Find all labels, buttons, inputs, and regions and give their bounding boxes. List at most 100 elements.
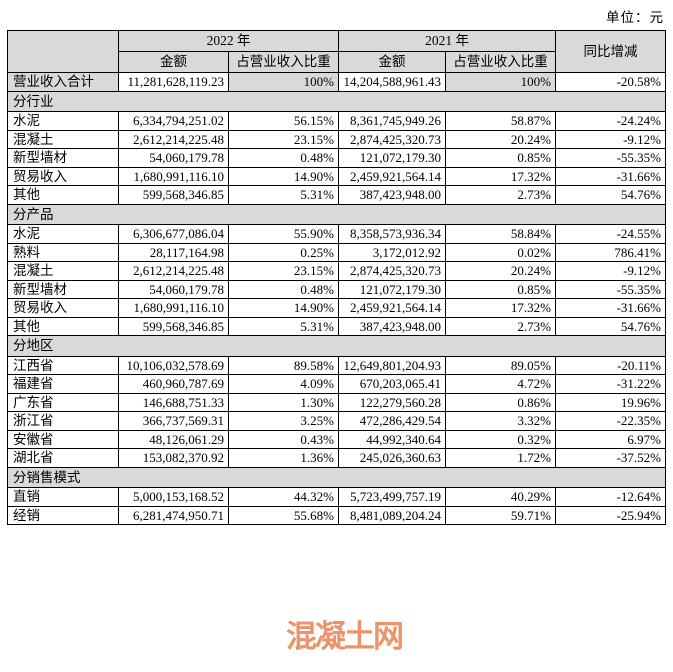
yoy-change: -20.58% (555, 72, 666, 92)
amount-2021: 3,172,012.92 (338, 242, 446, 262)
corner-cell (7, 30, 119, 73)
row-label: 贸易收入 (7, 166, 119, 186)
ratio-2021: 17.32% (445, 166, 556, 186)
table-row: 福建省 460,960,787.69 4.09% 670,203,065.41 4.72… (7, 374, 666, 394)
amount-2021: 2,459,921,564.14 (338, 166, 446, 186)
row-label: 直销 (7, 487, 119, 507)
table-row: 混凝土 2,612,214,225.48 23.15% 2,874,425,320.7… (7, 129, 666, 149)
header-row-years: 2022 年 2021 年 同比增减 (7, 30, 666, 73)
section-row: 分销售模式 (7, 466, 666, 488)
amount-2022: 599,568,346.85 (118, 316, 229, 336)
table-row: 直销 5,000,153,168.52 44.32% 5,723,499,757.19… (7, 487, 666, 507)
row-label: 水泥 (7, 111, 119, 131)
ratio-2021: 59.71% (445, 505, 556, 525)
amount-2021: 8,361,745,949.26 (338, 111, 446, 131)
ratio-2022: 1.36% (228, 448, 339, 468)
yoy-change: -55.35% (555, 148, 666, 168)
ratio-2022: 23.15% (228, 129, 339, 149)
ratio-2021: 0.32% (445, 429, 556, 449)
ratio-2022: 1.30% (228, 392, 339, 412)
amount-2021: 670,203,065.41 (338, 374, 446, 394)
ratio-2022: 100% (228, 72, 339, 92)
amount-header-2022: 金额 (118, 51, 229, 73)
row-label: 熟料 (7, 242, 119, 262)
amount-2021: 245,026,360.63 (338, 448, 446, 468)
amount-2022: 48,126,061.29 (118, 429, 229, 449)
ratio-2021: 58.87% (445, 111, 556, 131)
amount-2021: 387,423,948.00 (338, 185, 446, 205)
table-row: 经销 6,281,474,950.71 55.68% 8,481,089,204.24… (7, 505, 666, 525)
row-label: 福建省 (7, 374, 119, 394)
ratio-2021: 3.32% (445, 411, 556, 431)
yoy-change: -25.94% (555, 505, 666, 525)
table-body: 营业收入合计 11,281,628,119.23 100% 14,204,588,96… (7, 72, 666, 525)
row-label: 江西省 (7, 355, 119, 375)
ratio-2022: 0.48% (228, 279, 339, 299)
yoy-change: -12.64% (555, 487, 666, 507)
amount-2022: 153,082,370.92 (118, 448, 229, 468)
yoy-header: 同比增减 (555, 30, 666, 73)
amount-2021: 121,072,179.30 (338, 279, 446, 299)
revenue-breakdown-table: 2022 年 2021 年 同比增减 金额 占营业收入比重 金额 占营业收入比重… (7, 30, 666, 525)
amount-2022: 6,306,677,086.04 (118, 224, 229, 244)
amount-2022: 1,680,991,116.10 (118, 166, 229, 186)
yoy-change: -37.52% (555, 448, 666, 468)
section-label: 分产品 (7, 203, 666, 225)
ratio-2021: 4.72% (445, 374, 556, 394)
ratio-2022: 0.48% (228, 148, 339, 168)
yoy-change: -55.35% (555, 279, 666, 299)
total-row: 营业收入合计 11,281,628,119.23 100% 14,204,588,96… (7, 72, 666, 92)
yoy-change: 786.41% (555, 242, 666, 262)
amount-2021: 121,072,179.30 (338, 148, 446, 168)
table-row: 水泥 6,334,794,251.02 56.15% 8,361,745,949.26… (7, 111, 666, 131)
ratio-2022: 0.25% (228, 242, 339, 262)
ratio-2022: 14.90% (228, 298, 339, 318)
amount-2021: 2,459,921,564.14 (338, 298, 446, 318)
amount-2022: 54,060,179.78 (118, 279, 229, 299)
amount-2021: 12,649,801,204.93 (338, 355, 446, 375)
table-row: 其他 599,568,346.85 5.31% 387,423,948.00 2.73%… (7, 316, 666, 336)
amount-2021: 8,481,089,204.24 (338, 505, 446, 525)
amount-2021: 5,723,499,757.19 (338, 487, 446, 507)
ratio-2022: 0.43% (228, 429, 339, 449)
amount-2022: 6,334,794,251.02 (118, 111, 229, 131)
amount-2021: 8,358,573,936.34 (338, 224, 446, 244)
amount-2022: 5,000,153,168.52 (118, 487, 229, 507)
section-label: 分行业 (7, 90, 666, 112)
section-label: 分销售模式 (7, 466, 666, 488)
row-label: 湖北省 (7, 448, 119, 468)
ratio-2022: 23.15% (228, 261, 339, 281)
row-label: 新型墙材 (7, 148, 119, 168)
amount-2022: 11,281,628,119.23 (118, 72, 229, 92)
watermark-text: 混凝土网 (286, 619, 404, 654)
amount-2022: 6,281,474,950.71 (118, 505, 229, 525)
table-row: 浙江省 366,737,569.31 3.25% 472,286,429.54 3.32… (7, 411, 666, 431)
amount-2022: 460,960,787.69 (118, 374, 229, 394)
table-row: 新型墙材 54,060,179.78 0.48% 121,072,179.30 0.85… (7, 279, 666, 299)
amount-2022: 1,680,991,116.10 (118, 298, 229, 318)
ratio-2022: 55.68% (228, 505, 339, 525)
ratio-2021: 40.29% (445, 487, 556, 507)
yoy-change: 6.97% (555, 429, 666, 449)
table-row: 水泥 6,306,677,086.04 55.90% 8,358,573,936.34… (7, 224, 666, 244)
table-row: 贸易收入 1,680,991,116.10 14.90% 2,459,921,564.… (7, 166, 666, 186)
ratio-2021: 1.72% (445, 448, 556, 468)
table-row: 安徽省 48,126,061.29 0.43% 44,992,340.64 0.32% 6… (7, 429, 666, 449)
row-label: 混凝土 (7, 129, 119, 149)
ratio-2022: 56.15% (228, 111, 339, 131)
row-label: 安徽省 (7, 429, 119, 449)
ratio-2021: 17.32% (445, 298, 556, 318)
ratio-2021: 0.02% (445, 242, 556, 262)
table-row: 湖北省 153,082,370.92 1.36% 245,026,360.63 1.72… (7, 448, 666, 468)
amount-2021: 44,992,340.64 (338, 429, 446, 449)
row-label: 其他 (7, 316, 119, 336)
yoy-change: -9.12% (555, 129, 666, 149)
row-label: 经销 (7, 505, 119, 525)
ratio-2021: 100% (445, 72, 556, 92)
yoy-change: -20.11% (555, 355, 666, 375)
yoy-change: -22.35% (555, 411, 666, 431)
yoy-change: -9.12% (555, 261, 666, 281)
amount-2021: 387,423,948.00 (338, 316, 446, 336)
row-label: 营业收入合计 (7, 72, 119, 92)
section-row: 分行业 (7, 90, 666, 112)
